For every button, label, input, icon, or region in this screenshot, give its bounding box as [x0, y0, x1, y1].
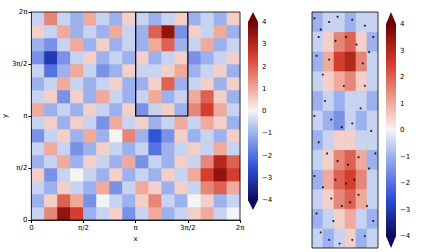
svg-text:1: 1	[400, 100, 404, 108]
svg-text:−2: −2	[262, 152, 272, 160]
svg-text:0: 0	[262, 107, 266, 115]
svg-text:4: 4	[262, 18, 267, 26]
svg-text:0: 0	[29, 224, 33, 232]
svg-text:0: 0	[23, 216, 27, 224]
svg-text:π: π	[23, 112, 28, 120]
svg-text:1: 1	[262, 85, 266, 93]
svg-text:π/2: π/2	[78, 224, 89, 232]
svg-text:3: 3	[400, 47, 404, 55]
svg-text:π: π	[134, 224, 139, 232]
svg-text:−3: −3	[262, 174, 272, 182]
svg-text:x: x	[134, 235, 138, 243]
svg-text:−1: −1	[400, 153, 410, 161]
svg-text:2: 2	[262, 63, 266, 71]
svg-text:−4: −4	[400, 232, 411, 240]
svg-text:2π: 2π	[19, 8, 28, 16]
svg-text:−2: −2	[400, 179, 410, 187]
svg-text:3π/2: 3π/2	[12, 60, 27, 68]
svg-text:3π/2: 3π/2	[180, 224, 195, 232]
svg-text:4: 4	[400, 20, 405, 28]
svg-text:y: y	[1, 114, 9, 118]
svg-text:2π: 2π	[236, 224, 245, 232]
svg-text:2: 2	[400, 73, 404, 81]
svg-text:π/2: π/2	[16, 164, 27, 172]
svg-text:3: 3	[262, 40, 266, 48]
svg-text:−3: −3	[400, 206, 410, 214]
svg-text:−1: −1	[262, 129, 272, 137]
svg-text:0: 0	[400, 126, 404, 134]
svg-text:−4: −4	[262, 196, 273, 204]
